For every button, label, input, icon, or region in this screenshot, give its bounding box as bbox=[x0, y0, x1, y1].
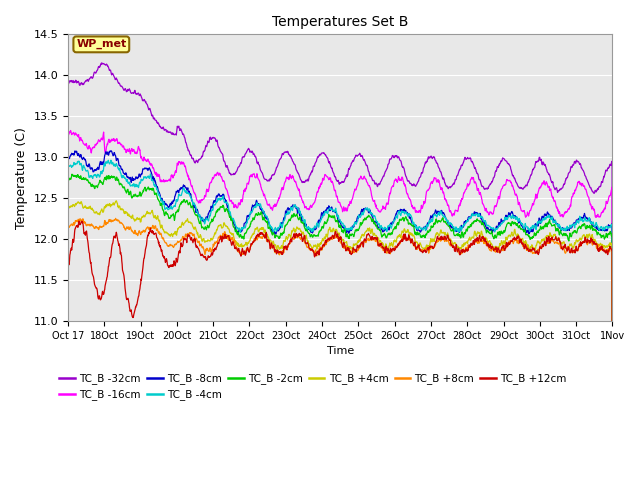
TC_B -32cm bbox=[64, 460, 72, 466]
TC_B +8cm bbox=[296, 234, 303, 240]
TC_B +8cm bbox=[106, 217, 114, 223]
TC_B -8cm bbox=[374, 225, 382, 231]
TC_B +12cm bbox=[296, 230, 303, 236]
TC_B +4cm bbox=[106, 202, 114, 207]
TC_B +12cm bbox=[374, 243, 382, 249]
TC_B -4cm bbox=[374, 221, 382, 227]
TC_B -8cm bbox=[307, 228, 314, 234]
TC_B +8cm bbox=[112, 216, 120, 221]
TC_B -16cm bbox=[307, 203, 314, 208]
TC_B -4cm bbox=[129, 182, 136, 188]
X-axis label: Time: Time bbox=[326, 346, 354, 356]
TC_B -32cm bbox=[296, 173, 303, 179]
TC_B -8cm bbox=[129, 177, 136, 183]
TC_B -2cm bbox=[129, 194, 136, 200]
TC_B -32cm bbox=[374, 181, 382, 187]
TC_B +8cm bbox=[317, 244, 324, 250]
TC_B -8cm bbox=[296, 210, 303, 216]
TC_B -4cm bbox=[106, 160, 114, 166]
TC_B +4cm bbox=[296, 226, 303, 231]
TC_B +8cm bbox=[129, 229, 136, 235]
TC_B -16cm bbox=[107, 138, 115, 144]
TC_B -4cm bbox=[317, 218, 324, 224]
Line: TC_B +12cm: TC_B +12cm bbox=[68, 221, 612, 480]
TC_B -2cm bbox=[107, 175, 115, 180]
TC_B -32cm bbox=[98, 60, 106, 66]
TC_B -2cm bbox=[307, 234, 314, 240]
TC_B -8cm bbox=[107, 148, 115, 154]
Legend: TC_B -32cm, TC_B -16cm, TC_B -8cm, TC_B -4cm, TC_B -2cm, TC_B +4cm, TC_B +8cm, T: TC_B -32cm, TC_B -16cm, TC_B -8cm, TC_B … bbox=[55, 369, 571, 405]
TC_B -32cm bbox=[107, 67, 115, 73]
TC_B +12cm bbox=[129, 313, 136, 319]
TC_B +12cm bbox=[107, 254, 115, 260]
TC_B +12cm bbox=[317, 247, 324, 253]
TC_B -16cm bbox=[317, 181, 324, 187]
Line: TC_B -4cm: TC_B -4cm bbox=[68, 160, 612, 480]
TC_B -4cm bbox=[307, 226, 314, 231]
Line: TC_B +4cm: TC_B +4cm bbox=[68, 201, 612, 480]
Line: TC_B -8cm: TC_B -8cm bbox=[68, 151, 612, 480]
Title: Temperatures Set B: Temperatures Set B bbox=[272, 15, 408, 29]
TC_B -4cm bbox=[107, 157, 115, 163]
TC_B +4cm bbox=[307, 243, 314, 249]
Line: TC_B -16cm: TC_B -16cm bbox=[68, 131, 612, 480]
TC_B -16cm bbox=[129, 148, 136, 154]
TC_B +4cm bbox=[374, 236, 382, 241]
TC_B -4cm bbox=[296, 210, 303, 216]
TC_B -2cm bbox=[317, 228, 324, 233]
Y-axis label: Temperature (C): Temperature (C) bbox=[15, 127, 28, 228]
TC_B -2cm bbox=[68, 171, 76, 177]
Line: TC_B +8cm: TC_B +8cm bbox=[68, 218, 612, 480]
Line: TC_B -2cm: TC_B -2cm bbox=[68, 174, 612, 480]
Line: TC_B -32cm: TC_B -32cm bbox=[68, 63, 612, 480]
TC_B +4cm bbox=[113, 198, 120, 204]
TC_B +4cm bbox=[317, 241, 324, 247]
TC_B -32cm bbox=[317, 152, 324, 158]
TC_B +8cm bbox=[374, 240, 382, 246]
TC_B -16cm bbox=[67, 128, 74, 133]
Text: WP_met: WP_met bbox=[76, 39, 127, 49]
TC_B +12cm bbox=[307, 247, 314, 253]
TC_B +12cm bbox=[75, 218, 83, 224]
TC_B -16cm bbox=[296, 188, 303, 193]
TC_B -32cm bbox=[307, 171, 314, 177]
TC_B -8cm bbox=[106, 149, 114, 155]
TC_B -2cm bbox=[374, 226, 382, 232]
TC_B -16cm bbox=[374, 208, 382, 214]
TC_B +8cm bbox=[307, 247, 314, 252]
TC_B -32cm bbox=[129, 90, 136, 96]
TC_B +4cm bbox=[129, 212, 136, 218]
TC_B -8cm bbox=[317, 216, 324, 222]
TC_B -2cm bbox=[296, 216, 303, 221]
